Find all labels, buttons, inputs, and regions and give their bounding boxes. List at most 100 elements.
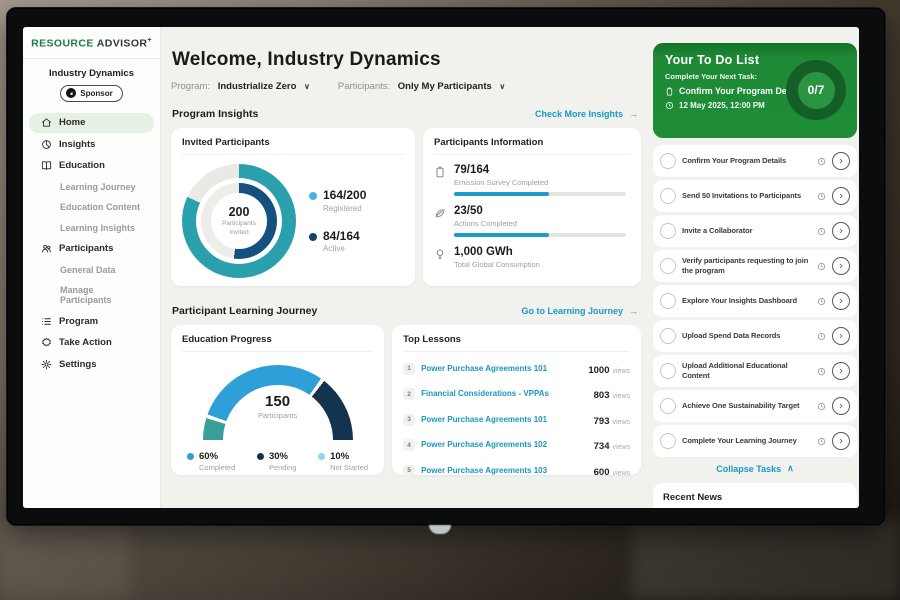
lesson-row[interactable]: 3 Power Purchase Agreements 101 793 views [403,411,630,429]
task-checkbox[interactable] [660,188,676,204]
sidebar-item-label: General Data [60,264,116,275]
donut-center-value: 200 [228,205,250,220]
card-title: Top Lessons [403,334,630,352]
sidebar-item-education[interactable]: Education [29,156,154,176]
app-logo: RESOURCE ADVISOR+ [23,27,160,59]
lesson-rank: 5 [403,464,416,477]
legend-item-pending: 30% Pending [256,451,297,472]
legend-label: Active [323,243,345,253]
participants-filter[interactable]: Participants: Only My Participants ∨ [338,81,505,92]
task-row-invite-collaborator[interactable]: Invite a Collaborator [653,215,857,247]
sponsor-badge[interactable]: Sponsor [60,84,123,102]
task-row-upload-spend-data[interactable]: Upload Spend Data Records [653,320,857,352]
task-label: Verify participants requesting to join t… [682,256,809,275]
task-row-confirm-program-details[interactable]: Confirm Your Program Details [653,145,857,177]
task-checkbox[interactable] [660,223,676,239]
sidebar-item-manage-participants[interactable]: Manage Participants [29,281,154,310]
lesson-title-link[interactable]: Power Purchase Agreements 101 [421,363,548,373]
legend-dot [318,453,326,460]
sidebar-item-take-action[interactable]: Take Action [29,333,154,353]
task-row-verify-participants[interactable]: Verify participants requesting to join t… [653,250,857,282]
sidebar-item-program[interactable]: Program [29,311,154,331]
page-title: Welcome, Industry Dynamics [172,49,441,70]
sidebar-nav: Home Insights Education Learning Journey [23,112,160,375]
clock-icon [817,157,826,165]
task-open-button[interactable] [832,152,850,170]
legend-item-registered: 164/200 Registered [309,189,366,213]
section-title: Participant Learning Journey [172,305,318,317]
lesson-views: 803 [593,390,610,401]
task-open-button[interactable] [832,222,850,240]
legend-value: 30% [268,451,288,462]
participants-filter-label: Participants: [337,81,391,92]
program-filter-value: Industrialize Zero [217,81,297,92]
task-label: Invite a Collaborator [682,226,753,236]
sidebar-item-label: Education [59,160,105,171]
task-row-upload-educational-content[interactable]: Upload Additional Educational Content [653,355,857,387]
stat-label: Emission Survey Completed [454,178,549,188]
sidebar-item-label: Learning Insights [60,222,136,233]
task-open-button[interactable] [832,327,850,345]
lesson-title-link[interactable]: Financial Considerations - VPPAs [421,389,549,399]
task-row-send-invitations[interactable]: Send 50 Invitations to Participants [653,180,857,212]
task-label: Send 50 Invitations to Participants [682,191,802,201]
sidebar-item-settings[interactable]: Settings [29,354,154,374]
lesson-views: 1000 [588,364,610,376]
task-row-complete-learning-journey[interactable]: Complete Your Learning Journey [653,425,857,457]
sidebar-item-home[interactable]: Home [29,112,154,133]
clock-icon [817,437,826,445]
task-open-button[interactable] [832,187,850,205]
sidebar-item-insights[interactable]: Insights [29,134,154,154]
donut-inner-ring [201,183,277,259]
task-checkbox[interactable] [660,363,676,379]
collapse-tasks-link[interactable]: Collapse Tasks ∧ [651,463,859,474]
home-icon [42,118,51,127]
task-open-button[interactable] [832,362,850,380]
lesson-row[interactable]: 1 Power Purchase Agreements 101 1000 view… [403,360,630,378]
task-open-button[interactable] [832,432,850,450]
lesson-title-link[interactable]: Power Purchase Agreements 102 [421,440,548,450]
task-checkbox[interactable] [660,328,676,344]
task-checkbox[interactable] [660,293,676,309]
task-row-achieve-sustainability-target[interactable]: Achieve One Sustainability Target [653,390,857,422]
invited-participants-card: Invited Participants 200 Participants In… [171,128,415,286]
lesson-row[interactable]: 2 Financial Considerations - VPPAs 803 vi… [403,385,630,403]
task-checkbox[interactable] [660,398,676,414]
task-label: Confirm Your Program Details [682,156,787,166]
seal-icon [42,337,51,347]
lesson-title-link[interactable]: Power Purchase Agreements 103 [421,465,548,475]
task-row-explore-insights[interactable]: Explore Your Insights Dashboard [653,285,857,317]
sidebar-item-learning-journey[interactable]: Learning Journey [29,177,154,196]
go-to-learning-journey-link[interactable]: Go to Learning Journey → [521,306,638,316]
sidebar-item-participants[interactable]: Participants [29,239,154,259]
task-checkbox[interactable] [660,433,676,449]
sidebar-item-general-data[interactable]: General Data [29,260,154,279]
participants-filter-value: Only My Participants [397,81,492,92]
lesson-title-link[interactable]: Power Purchase Agreements 101 [421,414,548,424]
logo-plus: + [147,37,152,44]
check-more-insights-link[interactable]: Check More Insights → [535,109,638,119]
sidebar-item-education-content[interactable]: Education Content [29,198,154,217]
task-checkbox[interactable] [660,258,676,274]
lesson-row[interactable]: 5 Power Purchase Agreements 103 600 views [403,462,630,480]
monitor-frame: RESOURCE ADVISOR+ Industry Dynamics Spon… [6,7,886,526]
todo-panel: Your To Do List Complete Your Next Task:… [651,27,859,508]
progress-bar [454,192,627,197]
task-open-button[interactable] [832,397,850,415]
legend-label: Pending [268,463,297,472]
lesson-row[interactable]: 4 Power Purchase Agreements 102 734 views [403,436,630,454]
sidebar-item-learning-insights[interactable]: Learning Insights [29,218,154,237]
legend-dot [187,453,194,460]
task-open-button[interactable] [832,292,850,310]
clock-icon [817,227,826,235]
program-filter[interactable]: Program: Industrialize Zero ∨ [171,81,310,92]
sidebar-item-label: Education Content [60,202,140,212]
task-label: Upload Spend Data Records [682,331,781,341]
task-open-button[interactable] [832,257,850,275]
task-checkbox[interactable] [660,153,676,169]
todo-task-list: Confirm Your Program Details Send 50 Inv… [653,145,857,457]
chevron-down-icon: ∨ [499,82,506,91]
legend-item-not-started: 10% Not Started [318,451,368,472]
progress-bar [454,233,627,238]
